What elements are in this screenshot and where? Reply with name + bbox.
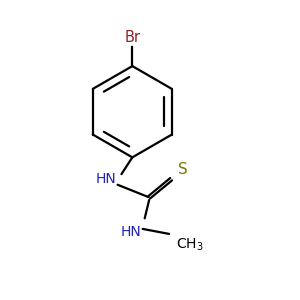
Text: Br: Br	[124, 30, 140, 45]
Text: CH$_3$: CH$_3$	[176, 237, 204, 253]
Text: S: S	[178, 161, 188, 176]
Text: HN: HN	[120, 225, 141, 239]
Text: HN: HN	[95, 172, 116, 186]
